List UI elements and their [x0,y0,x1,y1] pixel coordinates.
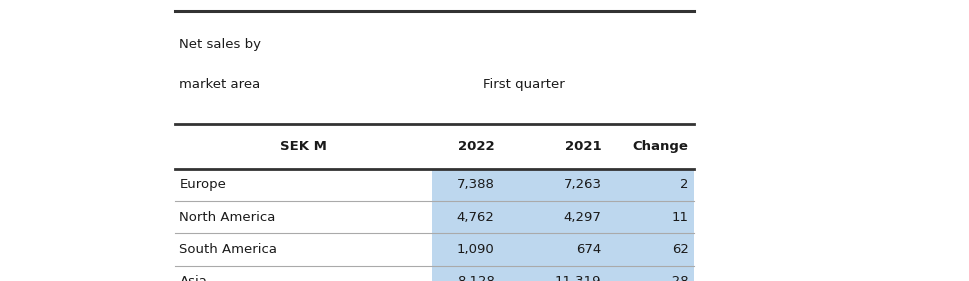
Text: Europe: Europe [179,178,226,191]
Text: 1,090: 1,090 [456,243,494,256]
Text: 4,762: 4,762 [456,210,494,224]
Text: SEK M: SEK M [279,140,327,153]
Text: 7,388: 7,388 [456,178,494,191]
Text: Net sales by: Net sales by [179,38,262,51]
Text: South America: South America [179,243,277,256]
Text: 2022: 2022 [457,140,494,153]
Text: Change: Change [632,140,688,153]
Text: 2: 2 [679,178,688,191]
Text: 7,263: 7,263 [563,178,601,191]
Text: -28: -28 [667,275,688,281]
Text: market area: market area [179,78,261,91]
Text: Asia: Asia [179,275,207,281]
Text: First quarter: First quarter [483,78,564,91]
Text: 4,297: 4,297 [563,210,601,224]
Text: North America: North America [179,210,275,224]
Text: 11,319: 11,319 [554,275,601,281]
Text: 674: 674 [576,243,601,256]
Text: 8,128: 8,128 [456,275,494,281]
Text: 62: 62 [672,243,688,256]
Text: 2021: 2021 [564,140,601,153]
Text: 11: 11 [671,210,688,224]
